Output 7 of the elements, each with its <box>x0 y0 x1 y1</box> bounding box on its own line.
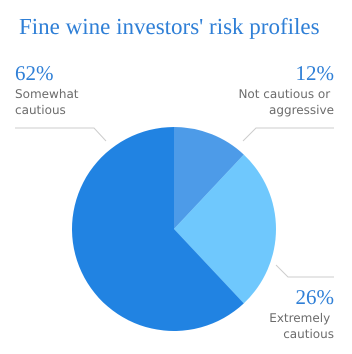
slice-label: Somewhat cautious <box>15 87 82 117</box>
slice-label: Extremely cautious <box>269 311 334 341</box>
data-label: 62% <box>15 61 54 85</box>
data-label: 26% <box>296 285 334 309</box>
chart-title: Fine wine investors' risk profiles <box>19 14 320 39</box>
slice-label: Not cautious or aggressive <box>238 87 334 117</box>
data-label: 12% <box>296 61 334 85</box>
